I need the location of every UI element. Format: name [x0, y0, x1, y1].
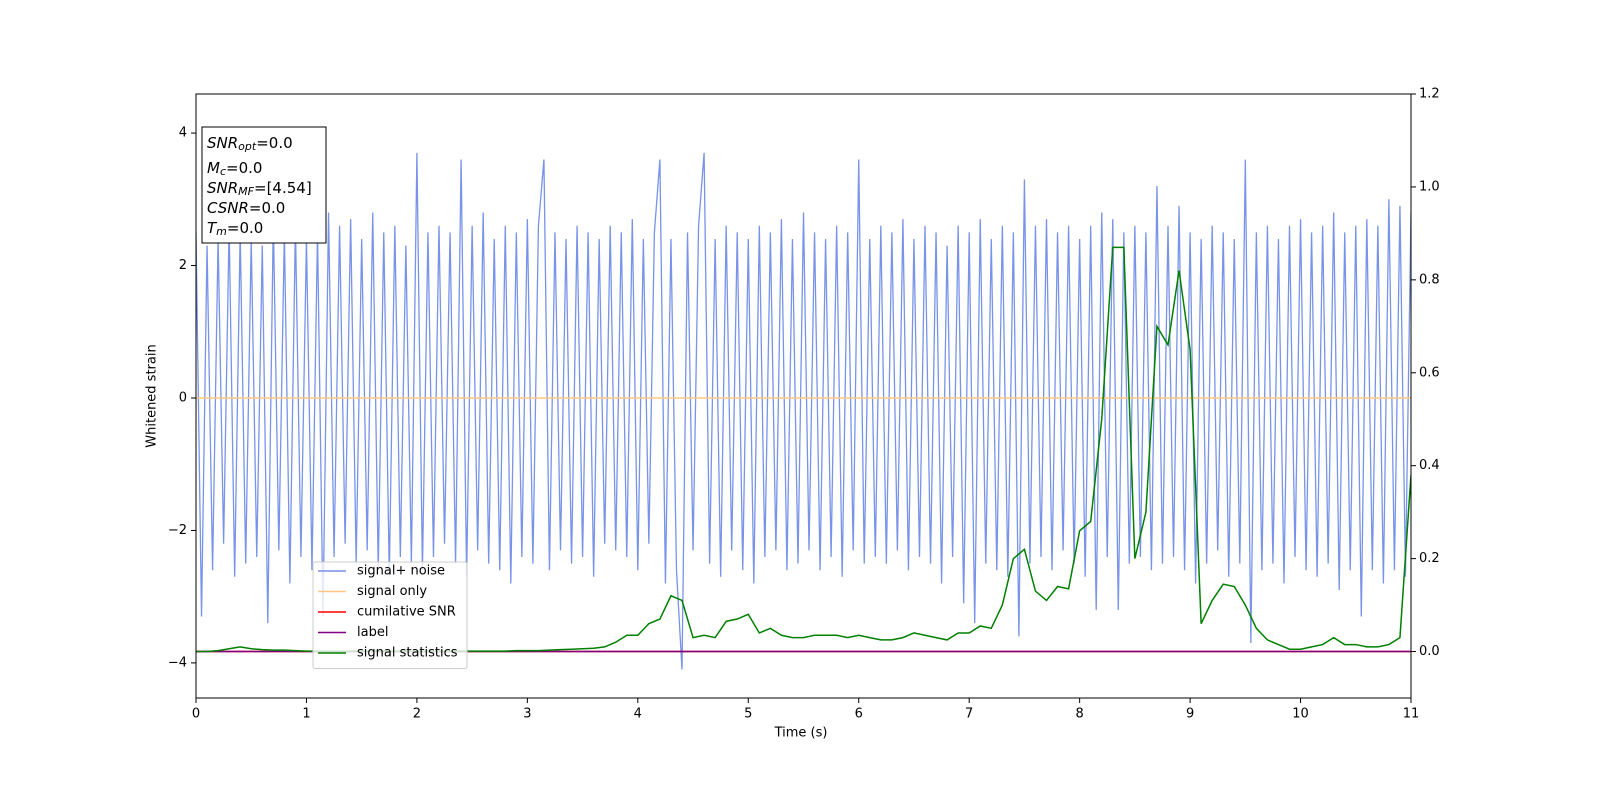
x-axis-label: Time (s)	[774, 726, 828, 741]
y2-tick-label: 0.2	[1419, 551, 1440, 566]
legend-label: label	[357, 625, 388, 640]
legend-box	[312, 561, 468, 669]
annotation-text: =0.0	[249, 199, 285, 217]
annotation-text: =0.0	[227, 219, 263, 237]
y2-tick-label: 0.4	[1419, 458, 1440, 473]
x-tick-label: 3	[523, 707, 531, 722]
y-axis-label: Whitened strain	[145, 344, 160, 447]
y2-tick-label: 0.8	[1419, 272, 1440, 287]
annotation-text: =0.0	[256, 134, 292, 152]
annotation-sub: c	[220, 165, 226, 178]
legend-label: signal only	[357, 584, 427, 599]
annotation: SNRMF=[4.54]	[207, 179, 312, 199]
annotation-var: SNR	[207, 179, 238, 197]
legend-label: signal statistics	[357, 646, 458, 661]
annotation-sub: opt	[238, 140, 257, 153]
annotation-var: SNR	[207, 134, 238, 152]
x-tick-label: 9	[1186, 707, 1194, 722]
annotation-box	[201, 126, 327, 244]
annotation-sub: MF	[238, 185, 254, 198]
x-tick-label: 2	[413, 707, 421, 722]
x-tick-label: 6	[855, 707, 863, 722]
y2-tick-label: 0.6	[1419, 365, 1440, 380]
x-tick-label: 11	[1403, 707, 1420, 722]
annotation: CSNR=0.0	[207, 199, 285, 217]
series-line	[196, 152, 1411, 670]
x-tick-label: 7	[965, 707, 973, 722]
y2-tick-label: 1.0	[1419, 179, 1440, 194]
y2-tick-label: 1.2	[1419, 87, 1440, 102]
y-tick-label: −4	[168, 655, 187, 670]
plot-frame	[195, 93, 1412, 699]
annotation: Mc=0.0	[207, 159, 262, 179]
annotation: Tm=0.0	[207, 219, 263, 239]
x-tick-label: 10	[1292, 707, 1309, 722]
annotation-var: CSNR	[207, 199, 249, 217]
annotation: SNRopt=0.0	[207, 134, 293, 154]
y-tick-label: 4	[179, 126, 187, 141]
annotation-var: M	[207, 159, 220, 177]
legend-label: cumilative SNR	[357, 605, 456, 620]
y-tick-label: 2	[179, 258, 187, 273]
x-tick-label: 4	[634, 707, 642, 722]
x-tick-label: 5	[744, 707, 752, 722]
x-tick-label: 8	[1075, 707, 1083, 722]
legend-label: signal+ noise	[357, 564, 445, 579]
annotation-sub: m	[216, 225, 227, 238]
x-tick-label: 1	[302, 707, 310, 722]
annotation-text: =[4.54]	[254, 179, 312, 197]
annotation-text: =0.0	[226, 159, 262, 177]
y-tick-label: 0	[179, 390, 187, 405]
y2-tick-label: 0.0	[1419, 644, 1440, 659]
y-tick-label: −2	[168, 523, 187, 538]
x-tick-label: 0	[192, 707, 200, 722]
annotation-var: T	[207, 219, 218, 237]
